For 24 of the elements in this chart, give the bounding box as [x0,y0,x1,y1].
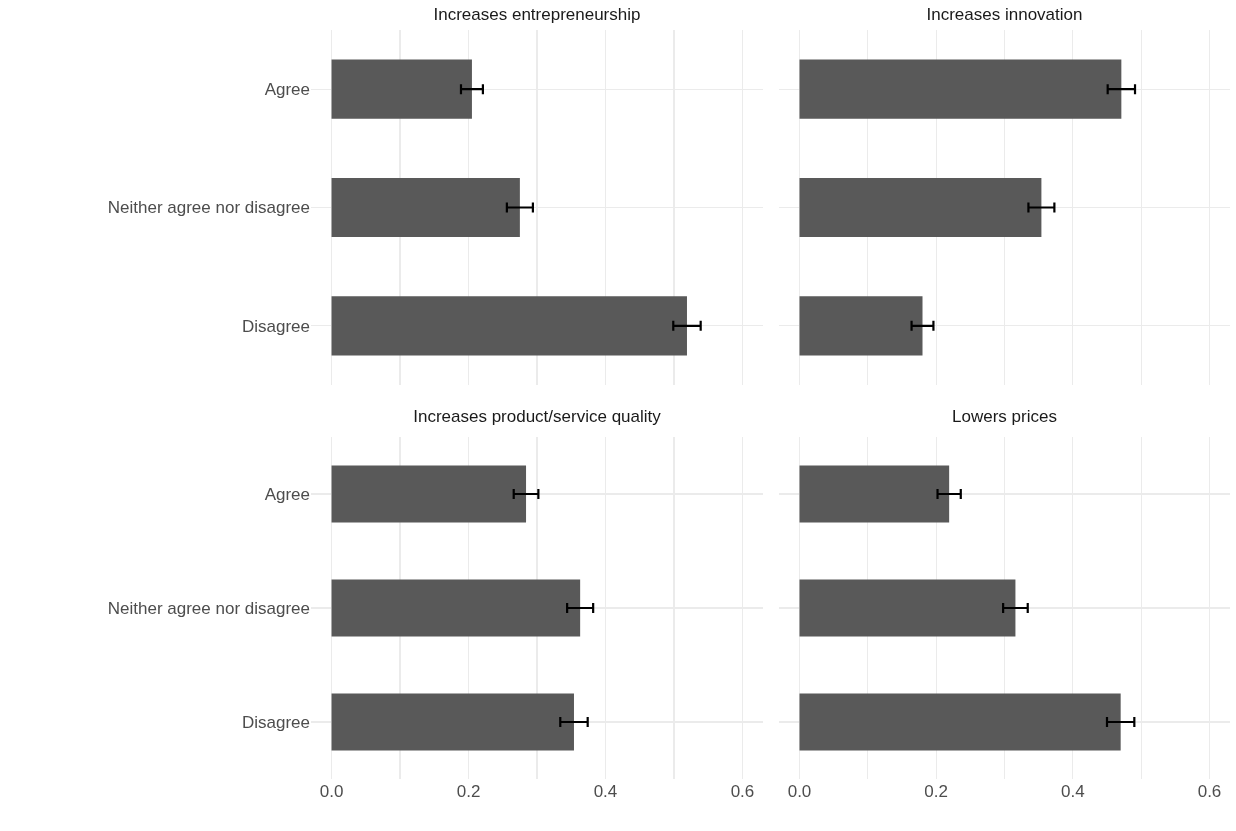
y-tick-label: Disagree [241,712,310,732]
x-tick-label: 0.4 [1061,782,1085,801]
y-tick-label: Neither agree nor disagree [107,598,310,618]
y-tick-label: Agree [264,80,310,100]
bar [331,579,581,637]
chart-title: Increases product/service quality [413,406,662,426]
x-tick-label: 0.6 [730,782,755,801]
chart-title: Lowers prices [952,406,1057,426]
x-tick-label: 0.0 [787,782,812,801]
bar [331,465,527,523]
bar [331,693,574,751]
bar [799,579,1016,637]
y-tick-label: Neither agree nor disagree [107,198,310,218]
bar [799,465,950,523]
chart-title: Increases entrepreneurship [433,4,641,24]
x-tick-label: 0.4 [593,782,618,801]
chart-title: Increases innovation [926,4,1083,24]
x-tick-label: 0.6 [1197,782,1222,801]
x-tick-label: 0.0 [319,782,344,801]
y-tick-label: Disagree [241,316,310,336]
x-tick-label: 0.2 [924,782,948,801]
bar [799,693,1121,751]
y-tick-label: Agree [264,484,310,504]
x-tick-label: 0.2 [456,782,481,801]
